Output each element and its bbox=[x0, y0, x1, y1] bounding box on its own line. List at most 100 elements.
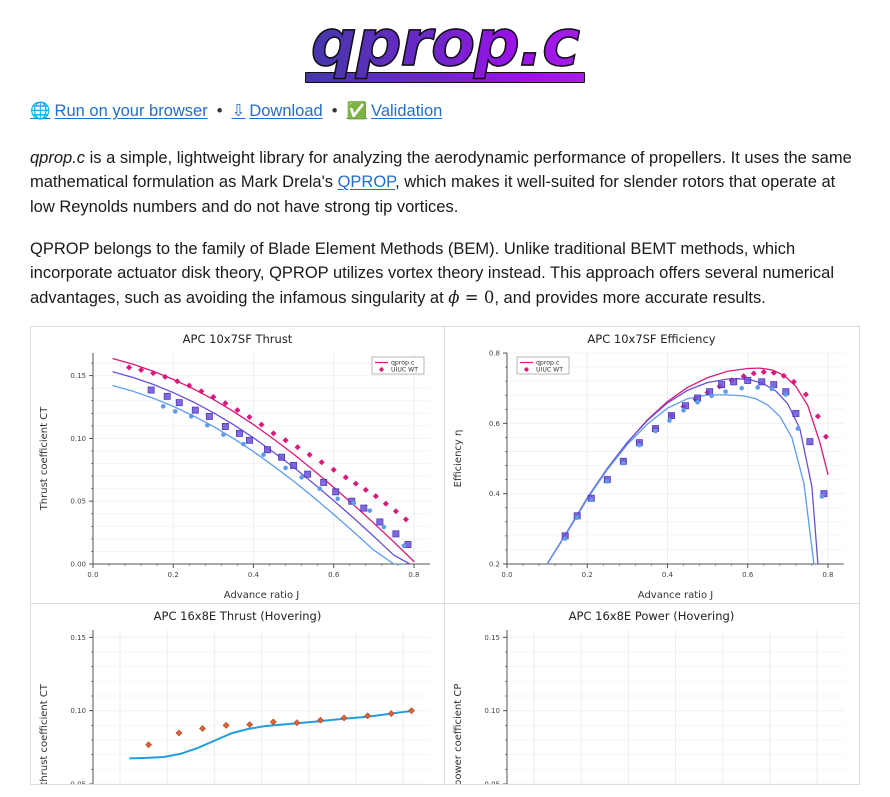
logo-underline bbox=[305, 72, 585, 83]
series-marker bbox=[304, 470, 312, 478]
series-marker bbox=[402, 516, 409, 523]
intro-p2-text-b: , and provides more accurate results. bbox=[494, 288, 766, 307]
series-marker bbox=[792, 410, 800, 418]
chart-title: APC 10x7SF Thrust bbox=[183, 332, 293, 346]
series-line bbox=[546, 367, 829, 565]
series-marker bbox=[770, 369, 777, 376]
series-marker bbox=[364, 712, 372, 720]
series-marker bbox=[246, 721, 254, 729]
series-line bbox=[129, 709, 415, 760]
chart-gridlines bbox=[507, 630, 844, 785]
y-tick-label: 0.6 bbox=[489, 420, 501, 428]
x-tick-label: 0.4 bbox=[248, 571, 260, 579]
series-marker bbox=[814, 413, 821, 420]
series-marker bbox=[205, 423, 210, 428]
series-marker bbox=[210, 394, 217, 401]
series-marker bbox=[755, 385, 761, 390]
series-marker bbox=[294, 444, 301, 451]
site-logo: qprop.c bbox=[0, 0, 890, 89]
series-marker bbox=[222, 722, 230, 729]
series-marker bbox=[387, 710, 395, 718]
series-marker bbox=[160, 404, 166, 409]
series-marker bbox=[150, 370, 157, 377]
series-marker bbox=[740, 373, 747, 380]
check-mark-icon: ✅ bbox=[346, 101, 368, 120]
plot-area bbox=[546, 367, 829, 565]
chart-panel-apc10x7sf-efficiency: APC 10x7SF Efficiency 0.2 0.4 0.6 0.8 0.0 0.2 0… bbox=[445, 327, 859, 605]
nav-link-validation[interactable]: ✅ Validation bbox=[346, 101, 443, 120]
series-marker bbox=[802, 391, 809, 398]
intro-p2-text-a: QPROP belongs to the family of Blade Ele… bbox=[30, 239, 834, 307]
series-marker bbox=[744, 377, 752, 385]
series-marker bbox=[235, 430, 243, 438]
series-marker bbox=[162, 374, 169, 381]
series-marker bbox=[293, 719, 301, 727]
series-marker bbox=[174, 378, 181, 385]
series-marker bbox=[621, 460, 626, 466]
series-marker bbox=[145, 741, 153, 749]
series-marker bbox=[261, 452, 266, 458]
chart-gridlines bbox=[92, 353, 430, 565]
y-tick-label: 0.10 bbox=[484, 707, 500, 715]
intro-lead-term: qprop.c bbox=[30, 148, 86, 167]
phi-symbol: ϕ bbox=[448, 287, 460, 307]
y-tick-label: 0.05 bbox=[70, 781, 86, 785]
nav-link-run-on-your-browser[interactable]: 🌐 Run on your browser bbox=[30, 101, 208, 120]
series-marker bbox=[270, 430, 277, 437]
series-marker bbox=[222, 400, 229, 407]
x-tick-label: 0.6 bbox=[742, 571, 754, 579]
legend-label: qprop.c bbox=[536, 360, 560, 367]
y-tick-label: 0.4 bbox=[489, 490, 501, 498]
series-marker bbox=[806, 438, 814, 446]
phi-equation: = 0 bbox=[459, 287, 495, 307]
series-marker bbox=[175, 729, 183, 737]
logo-text: qprop.c bbox=[305, 11, 585, 78]
x-tick-label: 0.4 bbox=[662, 571, 674, 579]
series-marker bbox=[588, 497, 594, 503]
series-marker bbox=[290, 462, 298, 470]
series-marker bbox=[604, 479, 610, 484]
nav-link-label: Run on your browser bbox=[54, 102, 208, 120]
top-nav: 🌐 Run on your browser • ⇩ Download • ✅ Validati… bbox=[0, 89, 890, 128]
nav-link-download[interactable]: ⇩ Download bbox=[231, 101, 323, 120]
series-marker bbox=[269, 718, 277, 726]
y-axis-label: Thrust coefficient CT bbox=[39, 406, 50, 511]
series-marker bbox=[382, 500, 389, 507]
series-marker bbox=[188, 414, 194, 419]
series-marker bbox=[138, 367, 145, 374]
chart-title: APC 10x7SF Efficiency bbox=[587, 332, 715, 346]
plot-area bbox=[112, 358, 415, 565]
series-marker bbox=[682, 402, 689, 410]
x-tick-label: 0.6 bbox=[328, 571, 340, 579]
plot-area bbox=[129, 707, 415, 760]
series-marker bbox=[278, 453, 286, 461]
intro-paragraph-1: qprop.c is a simple, lightweight library… bbox=[30, 146, 860, 219]
series-marker bbox=[258, 421, 265, 428]
series-marker bbox=[283, 465, 288, 471]
qprop-link[interactable]: QPROP bbox=[337, 173, 396, 192]
y-tick-label: 0.05 bbox=[484, 781, 500, 785]
series-marker bbox=[681, 408, 686, 413]
intro-paragraph-2: QPROP belongs to the family of Blade Ele… bbox=[30, 237, 860, 310]
series-marker bbox=[408, 707, 415, 715]
series-marker bbox=[241, 441, 246, 447]
x-tick-label: 0.8 bbox=[408, 571, 419, 579]
series-marker bbox=[299, 475, 304, 480]
legend-marker-icon bbox=[378, 367, 385, 373]
download-arrow-icon: ⇩ bbox=[231, 101, 246, 120]
chart-gridlines bbox=[93, 630, 430, 785]
validation-chart-grid: APC 10x7SF Thrust 0.00 0.05 0.10 0.15 0.0 0.2 0… bbox=[30, 326, 860, 786]
y-tick-label: 0.10 bbox=[70, 435, 86, 443]
series-marker bbox=[205, 413, 213, 421]
x-tick-label: 0.2 bbox=[582, 571, 593, 579]
series-marker bbox=[351, 500, 357, 506]
series-marker bbox=[718, 381, 726, 389]
series-marker bbox=[282, 437, 289, 444]
x-tick-label: 0.0 bbox=[87, 571, 98, 579]
series-marker bbox=[335, 496, 341, 502]
series-line bbox=[112, 358, 415, 563]
chart-panel-apc16x8e-power: APC 16x8E Power (Hovering) 0.05 0.10 0.15 c … bbox=[445, 604, 859, 785]
series-marker bbox=[668, 412, 675, 420]
